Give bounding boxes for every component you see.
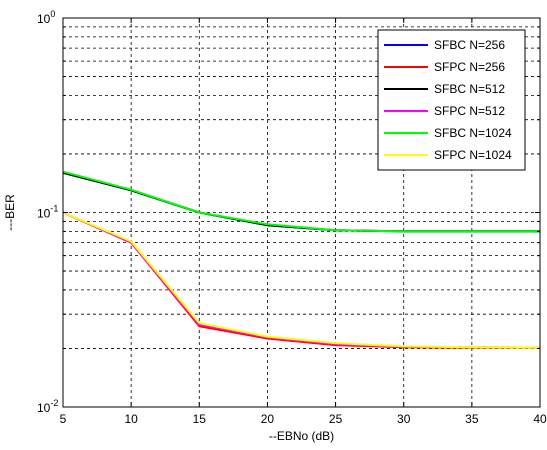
legend-label: SFBC N=1024 bbox=[434, 126, 512, 140]
y-axis: 10-2 10-1 100 bbox=[37, 9, 540, 415]
y-tick-label: 10-2 bbox=[37, 398, 58, 415]
y-tick-label: 10-1 bbox=[37, 204, 58, 221]
series-line bbox=[62, 170, 540, 233]
x-tick-label: 20 bbox=[261, 412, 275, 426]
legend-label: SFBC N=512 bbox=[434, 82, 505, 96]
legend-label: SFPC N=256 bbox=[434, 60, 505, 74]
y-axis-label: ---BER bbox=[3, 194, 17, 231]
x-axis-label: --EBNo (dB) bbox=[269, 429, 334, 443]
x-tick-label: 40 bbox=[533, 412, 547, 426]
legend-label: SFBC N=256 bbox=[434, 38, 505, 52]
legend-label: SFPC N=1024 bbox=[434, 148, 512, 162]
y-tick-label: 100 bbox=[37, 9, 55, 26]
legend-box bbox=[377, 29, 526, 171]
x-tick-label: 5 bbox=[60, 412, 67, 426]
x-axis: 5 10 15 20 25 30 35 40 bbox=[60, 18, 547, 426]
legend-label: SFPC N=512 bbox=[434, 104, 505, 118]
legend: SFBC N=256 SFPC N=256 SFBC N=512 SFPC N=512… bbox=[377, 29, 526, 171]
x-tick-label: 25 bbox=[329, 412, 343, 426]
x-tick-label: 15 bbox=[193, 412, 207, 426]
x-tick-label: 10 bbox=[124, 412, 138, 426]
series-group bbox=[62, 170, 541, 349]
x-tick-label: 30 bbox=[397, 412, 411, 426]
series-line bbox=[62, 211, 541, 349]
x-tick-label: 35 bbox=[465, 412, 479, 426]
